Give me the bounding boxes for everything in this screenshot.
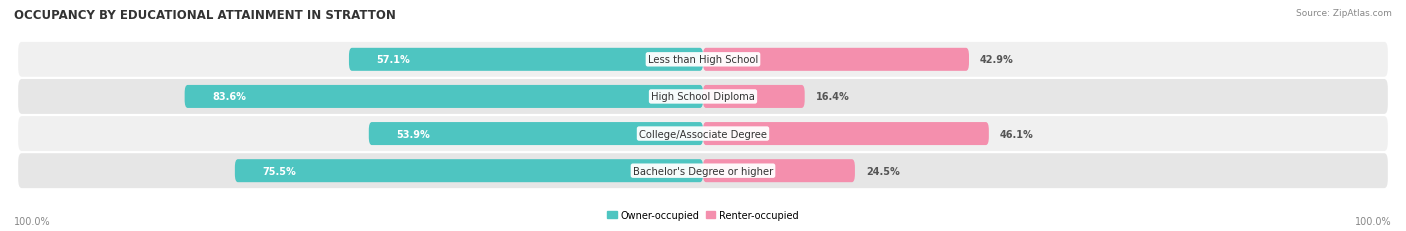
FancyBboxPatch shape [349,49,703,72]
Text: 16.4%: 16.4% [815,92,849,102]
FancyBboxPatch shape [703,49,969,72]
Text: 42.9%: 42.9% [980,55,1014,65]
Text: 57.1%: 57.1% [377,55,411,65]
Text: 24.5%: 24.5% [866,166,900,176]
Text: High School Diploma: High School Diploma [651,92,755,102]
FancyBboxPatch shape [368,122,703,146]
FancyBboxPatch shape [18,80,1388,114]
Text: 100.0%: 100.0% [1355,216,1392,226]
FancyBboxPatch shape [184,85,703,109]
Text: Less than High School: Less than High School [648,55,758,65]
Text: Bachelor's Degree or higher: Bachelor's Degree or higher [633,166,773,176]
Text: Source: ZipAtlas.com: Source: ZipAtlas.com [1296,9,1392,18]
FancyBboxPatch shape [18,117,1388,151]
FancyBboxPatch shape [235,159,703,182]
Legend: Owner-occupied, Renter-occupied: Owner-occupied, Renter-occupied [603,206,803,224]
Text: 100.0%: 100.0% [14,216,51,226]
FancyBboxPatch shape [18,154,1388,188]
FancyBboxPatch shape [703,159,855,182]
FancyBboxPatch shape [703,122,988,146]
FancyBboxPatch shape [18,43,1388,77]
Text: OCCUPANCY BY EDUCATIONAL ATTAINMENT IN STRATTON: OCCUPANCY BY EDUCATIONAL ATTAINMENT IN S… [14,9,396,22]
Text: 46.1%: 46.1% [1000,129,1033,139]
Text: College/Associate Degree: College/Associate Degree [638,129,768,139]
Text: 75.5%: 75.5% [263,166,297,176]
Text: 83.6%: 83.6% [212,92,246,102]
FancyBboxPatch shape [703,85,804,109]
Text: 53.9%: 53.9% [396,129,430,139]
